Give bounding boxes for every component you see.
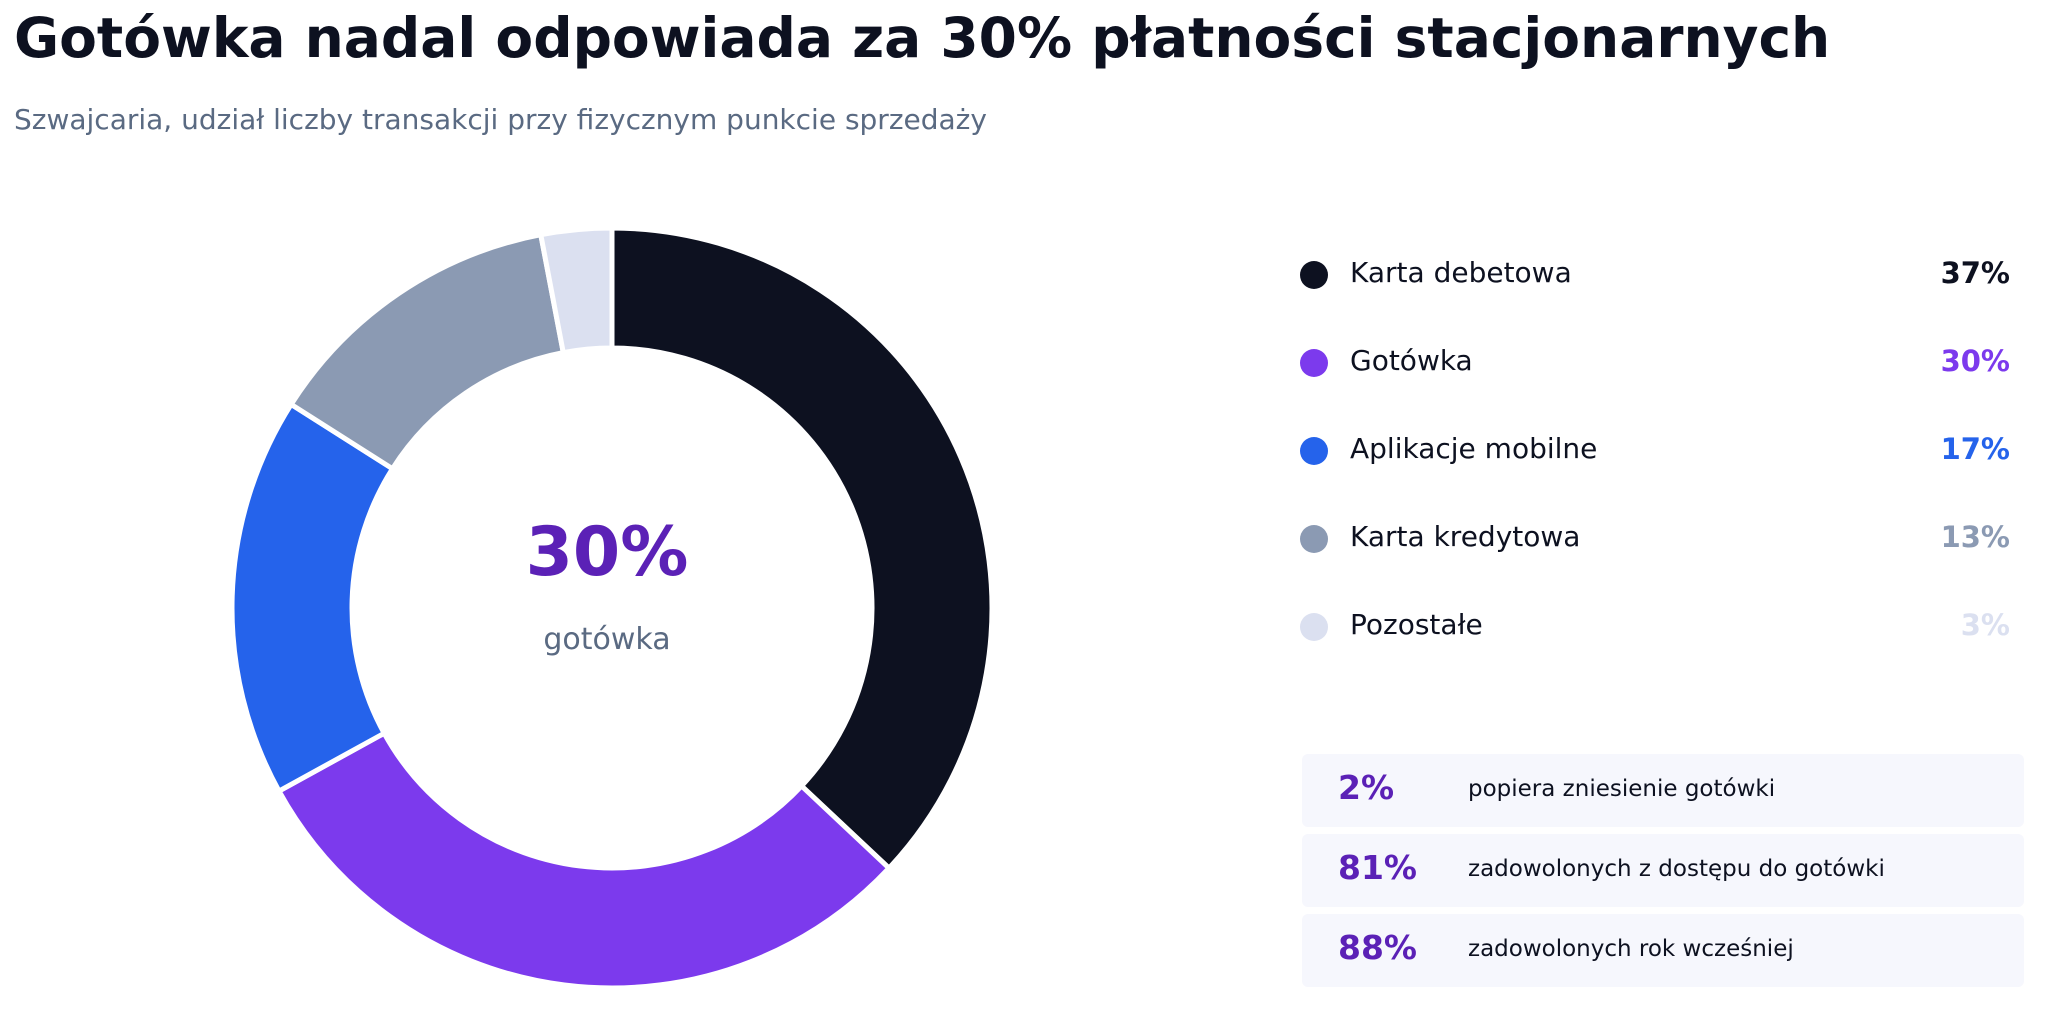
donut-center-value: 30% <box>525 513 689 592</box>
legend-item-mobile-apps: Aplikacje mobilne 17% <box>1300 426 2010 514</box>
legend-item-other: Pozostałe 3% <box>1300 602 2010 690</box>
chart-title: Gotówka nadal odpowiada za 30% płatności… <box>14 6 1831 70</box>
legend-label-cash: Gotówka <box>1350 344 1473 377</box>
legend-swatch-mobile-apps <box>1300 437 1328 465</box>
chart-subtitle: Szwajcaria, udział liczby transakcji prz… <box>14 103 987 136</box>
donut-slice-other <box>537 225 615 356</box>
legend-swatch-other <box>1300 613 1328 641</box>
legend-value-cash: 30% <box>1940 344 2010 378</box>
donut-chart <box>229 225 995 991</box>
stat-label: zadowolonych rok wcześniej <box>1468 936 1794 962</box>
legend-value-debit-card: 37% <box>1940 256 2010 290</box>
stat-label: popiera zniesienie gotówki <box>1468 776 1776 802</box>
stat-value: 2% <box>1338 768 1395 807</box>
stat-value: 81% <box>1338 848 1417 887</box>
donut-center-label: gotówka <box>543 622 671 657</box>
stat-value: 88% <box>1338 928 1417 967</box>
donut-slice-mobile-apps <box>229 400 396 795</box>
legend-label-other: Pozostałe <box>1350 608 1483 641</box>
stat-card-prior-year-satisfaction: 88% zadowolonych rok wcześniej <box>1302 914 2024 987</box>
legend-label-credit-card: Karta kredytowa <box>1350 520 1581 553</box>
chart-legend: Karta debetowa 37% Gotówka 30% Aplikacje… <box>1300 250 2010 690</box>
stat-label: zadowolonych z dostępu do gotówki <box>1468 856 1885 882</box>
legend-swatch-debit-card <box>1300 261 1328 289</box>
legend-item-cash: Gotówka 30% <box>1300 338 2010 426</box>
stats-panel: 2% popiera zniesienie gotówki 81% zadowo… <box>1302 754 2024 994</box>
stat-card-abolition-support: 2% popiera zniesienie gotówki <box>1302 754 2024 827</box>
legend-value-other: 3% <box>1960 608 2010 642</box>
legend-label-mobile-apps: Aplikacje mobilne <box>1350 432 1598 465</box>
stat-card-access-satisfaction: 81% zadowolonych z dostępu do gotówki <box>1302 834 2024 907</box>
legend-value-credit-card: 13% <box>1940 520 2010 554</box>
donut-slice-cash <box>275 729 893 991</box>
legend-value-mobile-apps: 17% <box>1940 432 2010 466</box>
legend-swatch-credit-card <box>1300 525 1328 553</box>
legend-item-debit-card: Karta debetowa 37% <box>1300 250 2010 338</box>
legend-swatch-cash <box>1300 349 1328 377</box>
legend-label-debit-card: Karta debetowa <box>1350 256 1572 289</box>
donut-slice-debit-card <box>609 225 995 872</box>
legend-item-credit-card: Karta kredytowa 13% <box>1300 514 2010 602</box>
